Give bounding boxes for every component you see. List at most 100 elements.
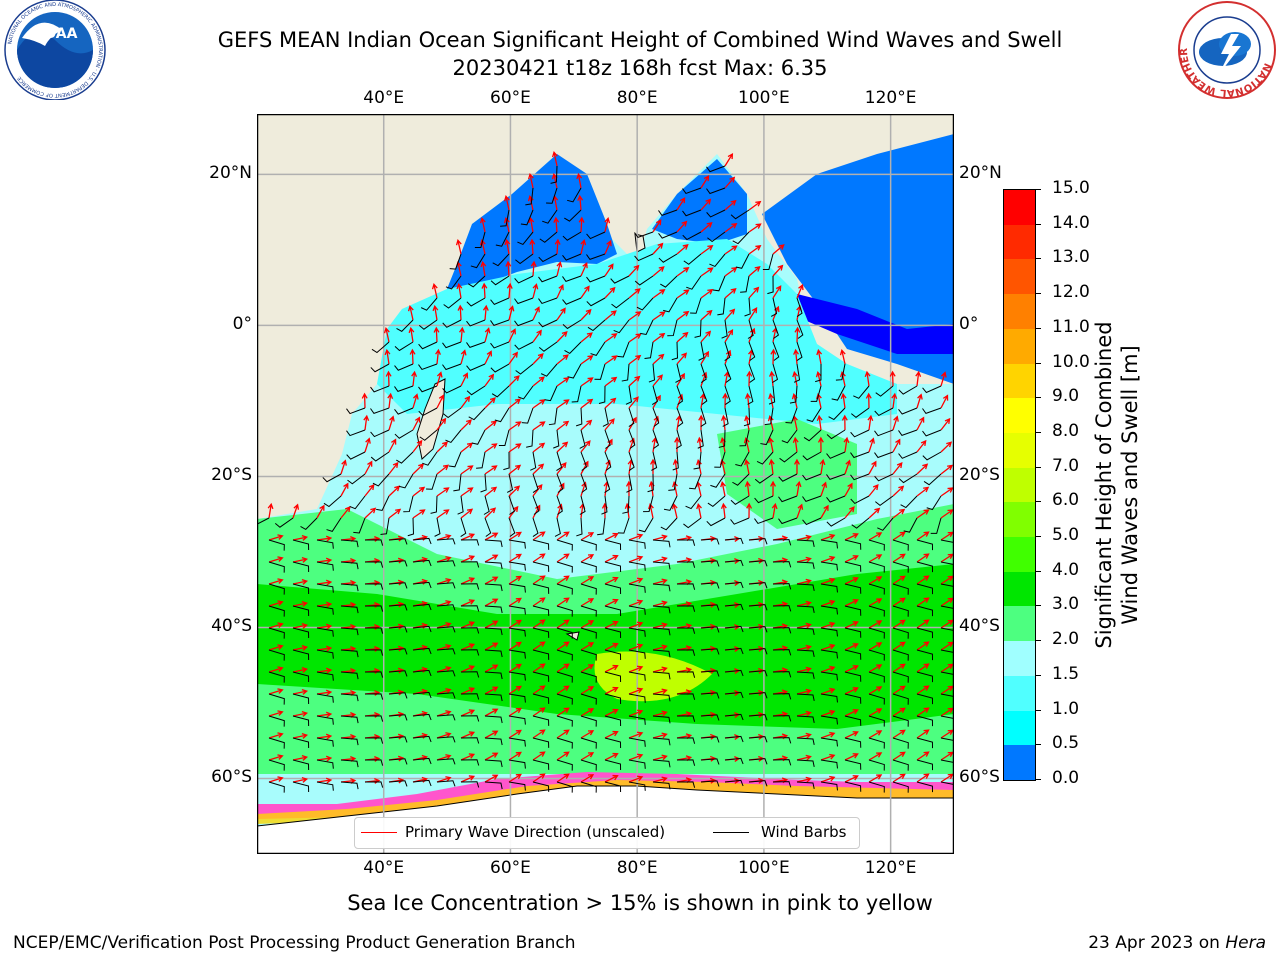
wave-arrow xyxy=(460,709,476,717)
wind-barb xyxy=(550,165,558,184)
wind-barb xyxy=(419,429,438,441)
wind-barb xyxy=(700,626,720,633)
wind-barb xyxy=(820,671,838,681)
wind-barb xyxy=(676,385,684,405)
wave-arrow xyxy=(604,263,614,277)
wind-barb xyxy=(644,341,654,359)
wind-barb xyxy=(831,385,846,401)
colorbar-tick-label: 7.0 xyxy=(1052,455,1080,476)
wave-arrow xyxy=(532,751,546,761)
wave-arrow xyxy=(816,392,822,409)
wave-arrow xyxy=(580,708,595,717)
wind-barb xyxy=(460,715,480,722)
wind-barb xyxy=(490,319,510,326)
wind-barb xyxy=(520,209,534,226)
wave-arrow xyxy=(796,776,812,783)
wind-barb xyxy=(436,560,456,567)
colorbar-tick-label: 1.0 xyxy=(1052,698,1080,719)
wave-arrow xyxy=(841,414,848,431)
sea-ice-caption: Sea Ice Concentration > 15% is shown in … xyxy=(347,891,933,915)
wind-barb xyxy=(802,473,822,481)
wave-arrow xyxy=(556,729,570,739)
wind-barb xyxy=(802,451,822,461)
wind-barb xyxy=(652,429,660,449)
wind-barb xyxy=(508,605,526,615)
wind-barb xyxy=(490,363,510,373)
wind-barb xyxy=(622,495,630,514)
wind-barb xyxy=(628,715,646,725)
wave-arrow xyxy=(628,288,641,299)
wave-arrow xyxy=(916,619,930,629)
wave-arrow xyxy=(820,687,836,695)
wind-barb xyxy=(340,737,359,746)
wind-barb xyxy=(676,649,696,656)
wave-arrow xyxy=(793,348,799,365)
wind-barb xyxy=(772,715,792,722)
wave-arrow xyxy=(916,663,930,673)
wave-arrow xyxy=(796,710,812,717)
wind-barb xyxy=(484,715,503,724)
wave-arrow xyxy=(484,532,499,541)
colorbar-tick-label: 14.0 xyxy=(1052,212,1090,233)
colorbar-swatch xyxy=(1004,328,1035,365)
wave-direction-arrows xyxy=(267,150,954,784)
wind-barb xyxy=(530,451,537,471)
wave-arrow xyxy=(844,775,859,783)
wind-barb xyxy=(508,737,526,747)
wave-arrow xyxy=(724,308,736,321)
wave-arrow xyxy=(628,264,640,277)
wave-arrow xyxy=(292,557,309,563)
wave-arrow xyxy=(436,394,445,409)
wave-arrow xyxy=(316,711,333,718)
wind-barb xyxy=(556,451,563,471)
wave-arrow xyxy=(940,371,947,387)
wave-arrow xyxy=(484,774,499,783)
wind-barb xyxy=(292,539,310,550)
wind-barb xyxy=(724,603,744,611)
wind-barb xyxy=(682,187,702,195)
wave-arrow xyxy=(556,553,570,563)
wave-arrow xyxy=(292,689,309,695)
wave-arrow xyxy=(460,775,476,783)
wave-arrow xyxy=(940,417,951,431)
nws-logo: NATIONAL WEATHER SERVICE xyxy=(1171,0,1280,100)
wave-arrow xyxy=(628,621,644,629)
wind-barb xyxy=(587,319,606,332)
wind-barb xyxy=(779,451,798,463)
wave-arrow xyxy=(532,463,545,475)
wind-barb xyxy=(268,781,285,793)
wind-barb xyxy=(676,715,696,722)
wave-arrow xyxy=(532,531,546,541)
lat-tick-label: 60°S xyxy=(959,767,1000,788)
lat-tick-label: 60°S xyxy=(211,767,252,788)
wind-barb xyxy=(484,671,503,680)
wind-barb xyxy=(676,583,696,590)
wind-barb xyxy=(892,759,909,771)
wave-arrow xyxy=(604,310,617,321)
wave-arrow xyxy=(770,480,777,497)
wind-barb xyxy=(556,495,563,515)
wave-arrow xyxy=(816,414,823,431)
wind-barb xyxy=(772,319,779,339)
wave-arrow xyxy=(292,579,309,585)
wave-arrow xyxy=(675,414,682,431)
wave-arrow xyxy=(580,686,595,695)
wind-barb xyxy=(739,429,750,447)
wind-barb xyxy=(892,561,909,573)
wind-barb xyxy=(517,231,534,246)
colorbar-tick-label: 1.5 xyxy=(1052,663,1080,684)
wind-barb xyxy=(916,539,934,551)
wave-arrow xyxy=(556,641,570,651)
chart-subtitle: 20230421 t18z 168h fcst Max: 6.35 xyxy=(452,56,828,80)
wave-arrow xyxy=(652,666,668,673)
map-legend: Primary Wave Direction (unscaled) Wind B… xyxy=(354,817,860,849)
wind-barb xyxy=(468,407,486,421)
wave-arrow xyxy=(457,304,464,321)
wave-arrow xyxy=(316,667,333,674)
wind-barb xyxy=(700,780,720,787)
wind-barb xyxy=(388,538,408,545)
wind-barb xyxy=(316,561,334,571)
wind-barb xyxy=(748,604,768,611)
wind-barb xyxy=(562,275,582,282)
wave-arrow xyxy=(652,644,668,651)
